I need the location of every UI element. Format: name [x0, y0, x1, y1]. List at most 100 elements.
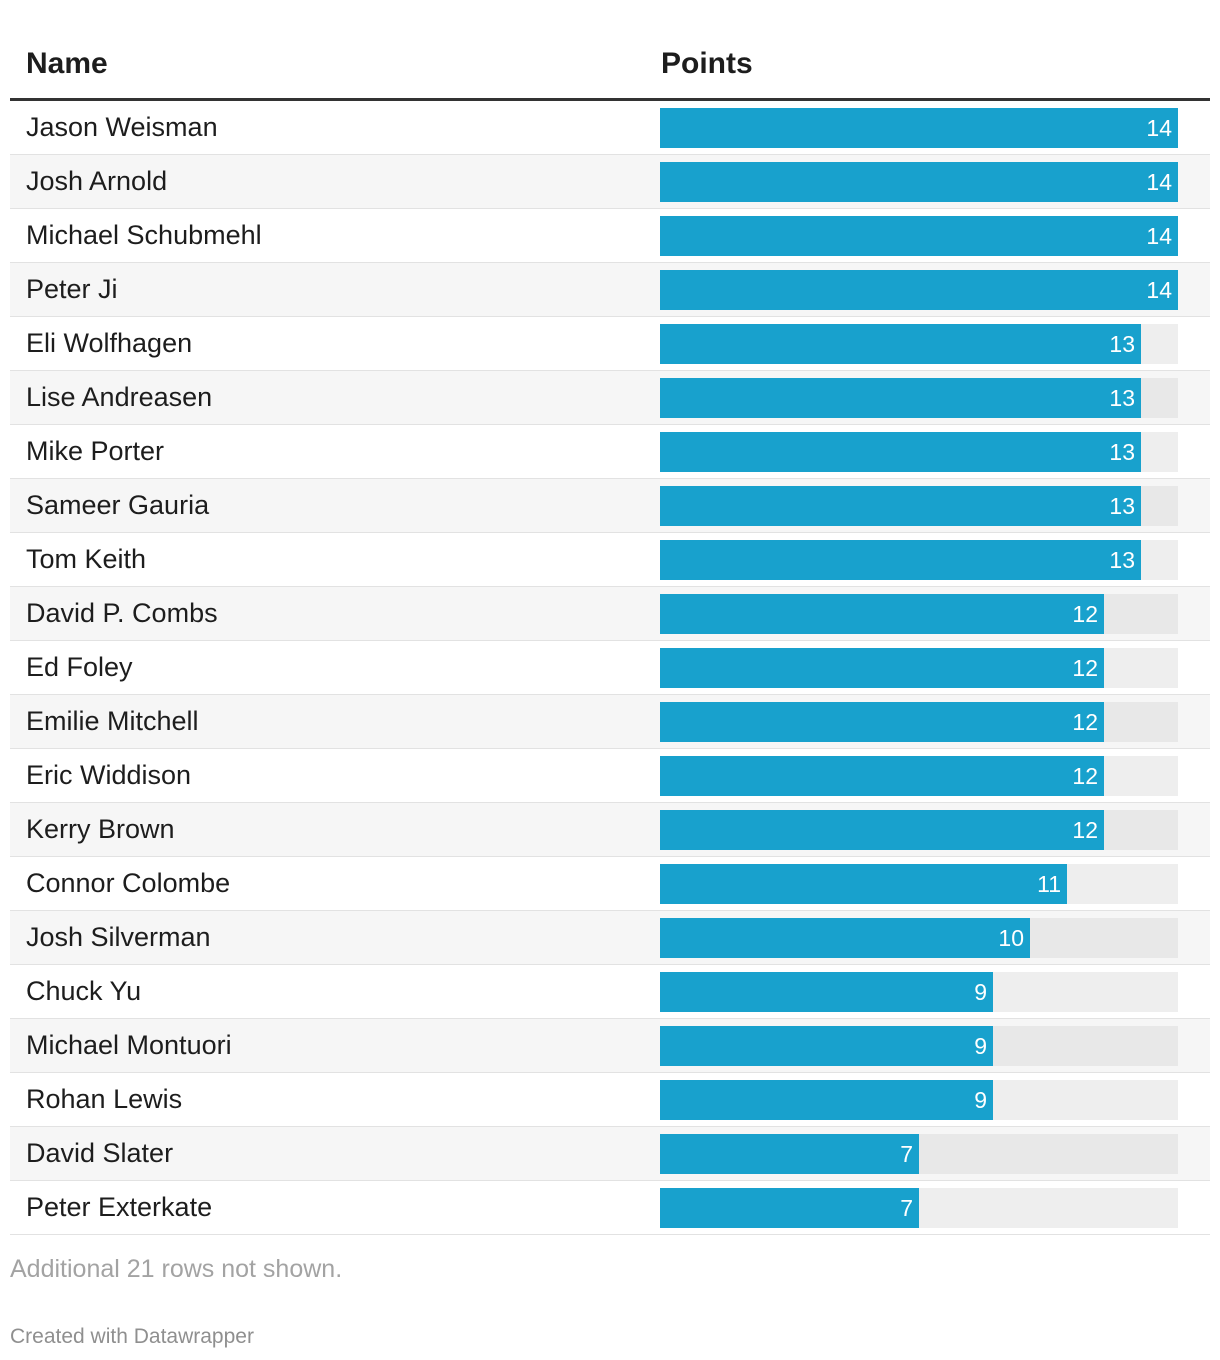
bar-track: 12 — [660, 594, 1178, 634]
table-row: Eric Widdison 12 — [10, 749, 1210, 803]
table-row: Mike Porter 13 — [10, 425, 1210, 479]
row-name: Ed Foley — [26, 652, 133, 682]
points-bar: 10 — [660, 918, 1030, 958]
row-name: Kerry Brown — [26, 814, 175, 844]
points-bar: 14 — [660, 270, 1178, 310]
table-row: Peter Ji 14 — [10, 263, 1210, 317]
row-name: Peter Ji — [26, 274, 118, 304]
points-value-label: 14 — [1146, 115, 1172, 141]
points-bar: 12 — [660, 594, 1104, 634]
datawrapper-credit[interactable]: Created with Datawrapper — [10, 1325, 254, 1348]
points-bar: 14 — [660, 216, 1178, 256]
points-value-label: 12 — [1072, 709, 1098, 735]
bar-track: 12 — [660, 702, 1178, 742]
table-row: Michael Montuori 9 — [10, 1019, 1210, 1073]
bar-track: 12 — [660, 810, 1178, 850]
bar-track: 12 — [660, 648, 1178, 688]
table-row: Josh Silverman 10 — [10, 911, 1210, 965]
bar-track: 9 — [660, 1080, 1178, 1120]
points-value-label: 12 — [1072, 817, 1098, 843]
row-name: Jason Weisman — [26, 112, 218, 142]
row-name: Sameer Gauria — [26, 490, 210, 520]
row-name: Michael Schubmehl — [26, 220, 262, 250]
row-name: Connor Colombe — [26, 868, 231, 898]
points-value-label: 14 — [1146, 277, 1172, 303]
bar-track: 13 — [660, 378, 1178, 418]
table-row: Jason Weisman 14 — [10, 101, 1210, 155]
bar-track: 10 — [660, 918, 1178, 958]
points-bar: 12 — [660, 702, 1104, 742]
bar-track: 13 — [660, 486, 1178, 526]
table-row: David Slater 7 — [10, 1127, 1210, 1181]
points-bar: 14 — [660, 108, 1178, 148]
points-bar: 13 — [660, 486, 1141, 526]
bar-track: 7 — [660, 1188, 1178, 1228]
points-value-label: 7 — [900, 1141, 913, 1167]
rows-not-shown-note: Additional 21 rows not shown. — [10, 1255, 343, 1283]
row-name: David P. Combs — [26, 598, 218, 628]
row-name: Lise Andreasen — [26, 382, 213, 412]
points-bar: 13 — [660, 540, 1141, 580]
table-body: Jason Weisman 14 Josh Arnold 14 Michael Schu… — [10, 101, 1210, 1235]
points-value-label: 9 — [974, 1033, 987, 1059]
bar-track: 9 — [660, 1026, 1178, 1066]
table-row: David P. Combs 12 — [10, 587, 1210, 641]
table-row: Kerry Brown 12 — [10, 803, 1210, 857]
table-header: Name Points — [10, 0, 1210, 101]
points-bar: 9 — [660, 1026, 993, 1066]
row-name: Tom Keith — [26, 544, 147, 574]
points-value-label: 12 — [1072, 763, 1098, 789]
bar-track: 11 — [660, 864, 1178, 904]
points-value-label: 7 — [900, 1195, 913, 1221]
table-row: Josh Arnold 14 — [10, 155, 1210, 209]
points-bar: 9 — [660, 1080, 993, 1120]
table-row: Michael Schubmehl 14 — [10, 209, 1210, 263]
column-header-name[interactable]: Name — [26, 47, 108, 80]
bar-track: 13 — [660, 324, 1178, 364]
points-value-label: 13 — [1109, 439, 1135, 465]
points-value-label: 9 — [974, 1087, 987, 1113]
bar-track: 14 — [660, 216, 1178, 256]
points-bar: 12 — [660, 648, 1104, 688]
points-bar: 9 — [660, 972, 993, 1012]
table-row: Eli Wolfhagen 13 — [10, 317, 1210, 371]
row-name: David Slater — [26, 1138, 174, 1168]
row-name: Eli Wolfhagen — [26, 328, 193, 358]
points-value-label: 12 — [1072, 655, 1098, 681]
points-value-label: 10 — [998, 925, 1024, 951]
points-value-label: 14 — [1146, 169, 1172, 195]
points-bar: 13 — [660, 378, 1141, 418]
bar-track: 13 — [660, 540, 1178, 580]
row-name: Chuck Yu — [26, 976, 142, 1006]
bar-track: 12 — [660, 756, 1178, 796]
points-value-label: 13 — [1109, 385, 1135, 411]
points-value-label: 14 — [1146, 223, 1172, 249]
table-row: Connor Colombe 11 — [10, 857, 1210, 911]
points-bar: 12 — [660, 756, 1104, 796]
points-value-label: 9 — [974, 979, 987, 1005]
points-bar: 14 — [660, 162, 1178, 202]
row-name: Michael Montuori — [26, 1030, 232, 1060]
table-row: Lise Andreasen 13 — [10, 371, 1210, 425]
points-value-label: 12 — [1072, 601, 1098, 627]
row-name: Mike Porter — [26, 436, 165, 466]
points-bar: 13 — [660, 324, 1141, 364]
column-header-points[interactable]: Points — [661, 47, 753, 80]
table-row: Peter Exterkate 7 — [10, 1181, 1210, 1235]
table-row: Ed Foley 12 — [10, 641, 1210, 695]
row-name: Eric Widdison — [26, 760, 192, 790]
points-bar: 12 — [660, 810, 1104, 850]
points-value-label: 13 — [1109, 493, 1135, 519]
bar-track: 9 — [660, 972, 1178, 1012]
points-value-label: 13 — [1109, 331, 1135, 357]
points-bar: 11 — [660, 864, 1067, 904]
table-row: Sameer Gauria 13 — [10, 479, 1210, 533]
points-value-label: 11 — [1037, 871, 1061, 897]
row-name: Peter Exterkate — [26, 1192, 213, 1222]
table-row: Chuck Yu 9 — [10, 965, 1210, 1019]
table-row: Tom Keith 13 — [10, 533, 1210, 587]
bar-track: 14 — [660, 108, 1178, 148]
points-value-label: 13 — [1109, 547, 1135, 573]
bar-track: 13 — [660, 432, 1178, 472]
row-name: Rohan Lewis — [26, 1084, 183, 1114]
